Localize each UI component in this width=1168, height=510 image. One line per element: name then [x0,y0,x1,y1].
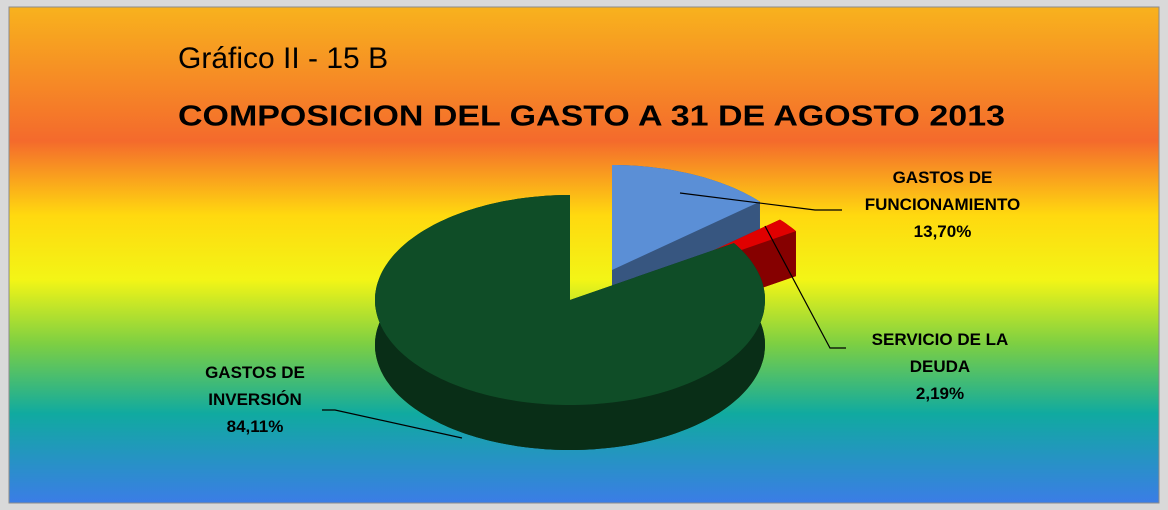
slice [375,195,765,405]
pie [375,165,796,450]
chart-subtitle: COMPOSICION DEL GASTO A 31 DE AGOSTO 201… [178,101,1005,133]
value-label: 13,70% [913,222,972,241]
slice-label: GASTOS DE INVERSIÓN 84,11% [180,359,330,440]
leader-line [679,192,842,211]
slice [612,165,760,270]
leader-line [764,225,846,349]
chart-title: Gráfico II - 15 B [178,42,388,75]
category-label: GASTOS DE FUNCIONAMIENTO [864,168,1021,214]
value-label: 84,11% [226,417,284,436]
value-label: 2,19% [915,384,965,403]
slice-label: SERVICIO DE LA DEUDA 2,19% [845,326,1035,407]
category-label: GASTOS DE INVERSIÓN [205,363,305,409]
slice-label: GASTOS DE FUNCIONAMIENTO 13,70% [850,164,1035,245]
category-label: SERVICIO DE LA DEUDA [871,330,1009,376]
leader-line [322,409,463,439]
